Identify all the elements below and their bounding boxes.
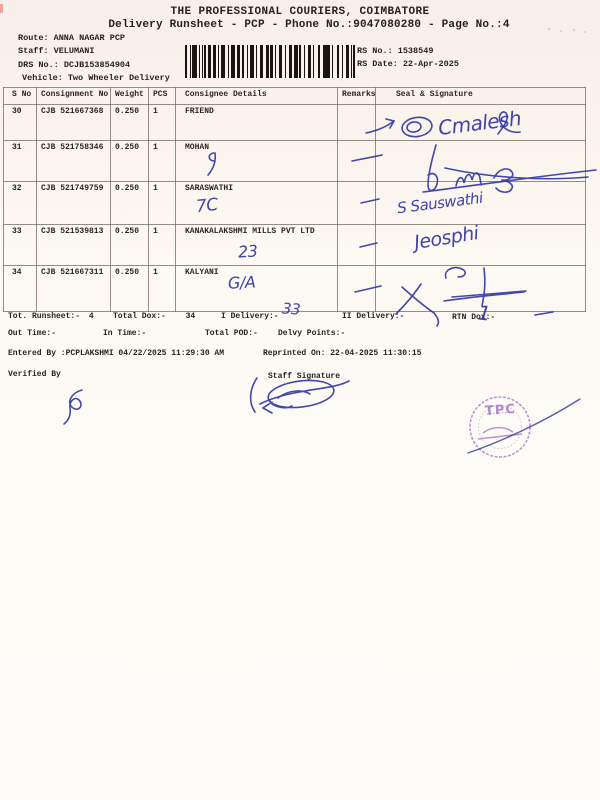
cell-consignment: CJB 521749759 [36, 181, 111, 225]
staff-signature-stroke [249, 377, 258, 413]
cell-consignee: SARASWATHI [175, 181, 338, 225]
scan-edge-artifact [0, 4, 3, 13]
handwritten-i-delivery-value: 33 [281, 299, 301, 319]
barcode-icon [185, 45, 355, 78]
handwritten-note-row34: G/A [227, 272, 256, 293]
total-runsheet-label: Tot. Runsheet:- [8, 312, 81, 321]
handwritten-note-row32: 7C [195, 194, 219, 218]
entered-by-line: Entered By :PCPLAKSHMI 04/22/2025 11:29:… [8, 349, 225, 358]
staff-signature-stroke [259, 380, 350, 405]
in-time-label: In Time:- [103, 329, 147, 338]
table-row: 33 CJB 521539813 0.250 1 KANAKALAKSHMI M… [3, 224, 586, 266]
cell-remarks [337, 224, 376, 266]
cell-pcs: 1 [148, 224, 176, 266]
route-line: Route: ANNA NAGAR PCP [18, 32, 125, 44]
cell-remarks [337, 265, 376, 312]
out-time-label: Out Time:- [8, 329, 57, 338]
cell-remarks [337, 181, 376, 225]
company-name: THE PROFESSIONAL COURIERS, COIMBATORE [170, 6, 430, 18]
stamp-text: TPC [484, 401, 517, 420]
col-header-pcs: PCS [148, 87, 176, 105]
cell-pcs: 1 [148, 181, 176, 225]
col-header-seal: Seal & Signature [375, 87, 586, 105]
table-header-row: S No Consignment No Weight PCS Consignee… [3, 87, 586, 105]
col-header-consignee: Consignee Details [175, 87, 338, 105]
cell-consignment: CJB 521539813 [36, 224, 111, 266]
cell-sno: 32 [3, 181, 37, 225]
total-dox-value: 34 [185, 312, 196, 321]
col-header-sno: S No [3, 87, 37, 105]
route-value: ANNA NAGAR PCP [53, 33, 126, 43]
signature-stroke [534, 311, 554, 316]
cell-pcs: 1 [148, 104, 176, 141]
cell-consignee: FRIEND [175, 104, 338, 141]
vehicle-line: Vehicle: Two Wheeler Delivery [22, 72, 170, 84]
cell-weight: 0.250 [110, 181, 149, 225]
cell-pcs: 1 [148, 140, 176, 182]
staff-signature-stroke [267, 379, 335, 409]
staff-label: Staff: [18, 46, 49, 56]
staff-signature-stroke [261, 401, 273, 414]
signature-stroke [433, 312, 440, 327]
staff-line: Staff: VELUMANI [18, 45, 94, 57]
cell-seal [375, 224, 586, 266]
col-header-consignment: Consignment No [36, 87, 111, 105]
col-header-remarks: Remarks [337, 87, 376, 105]
vehicle-value: Two Wheeler Delivery [67, 73, 170, 83]
cell-pcs: 1 [148, 265, 176, 312]
cell-consignee: KANAKALAKSHMI MILLS PVT LTD [175, 224, 338, 266]
drs-label: DRS No.: [18, 60, 59, 70]
cell-seal [375, 140, 586, 182]
cell-remarks [337, 140, 376, 182]
cell-consignment: CJB 521758346 [36, 140, 111, 182]
verified-by-signature [63, 389, 83, 425]
cell-sno: 31 [3, 140, 37, 182]
handwritten-note-row33: 23 [237, 241, 258, 262]
cell-weight: 0.250 [110, 140, 149, 182]
verified-by-label: Verified By [8, 370, 61, 379]
cell-weight: 0.250 [110, 104, 149, 141]
delvy-points-label: Delvy Points:- [278, 329, 346, 338]
i-delivery-label: I Delivery:- [221, 312, 279, 321]
cell-sno: 33 [3, 224, 37, 266]
col-header-weight: Weight [110, 87, 149, 105]
table-row: 32 CJB 521749759 0.250 1 SARASWATHI [3, 181, 586, 225]
total-dox: Total Dox:- 34 [113, 311, 195, 322]
staff-value: VELUMANI [53, 46, 95, 56]
stamp-scribble [482, 426, 514, 434]
ii-delivery-label: II Delivery:- [342, 312, 405, 321]
stamp-scribble [477, 433, 523, 440]
rs-no-label: RS No.: [357, 46, 393, 56]
cell-consignee: KALYANI [175, 265, 338, 312]
cell-consignment: CJB 521667311 [36, 265, 111, 312]
cell-sno: 30 [3, 104, 37, 141]
rs-date-label: RS Date: [357, 59, 398, 69]
vehicle-label: Vehicle: [22, 73, 63, 83]
drs-value: DCJB153854904 [63, 60, 131, 70]
route-label: Route: [18, 33, 49, 43]
cell-consignment: CJB 521667368 [36, 104, 111, 141]
cell-weight: 0.250 [110, 265, 149, 312]
total-runsheet-value: 4 [88, 312, 94, 321]
rs-no-value: 1538549 [397, 46, 434, 56]
rs-date-value: 22-Apr-2025 [402, 59, 459, 69]
cell-consignee: MOHAN [175, 140, 338, 182]
cell-weight: 0.250 [110, 224, 149, 266]
total-dox-label: Total Dox:- [113, 312, 166, 321]
staff-signature-stroke [271, 390, 311, 409]
table-row: 31 CJB 521758346 0.250 1 MOHAN [3, 140, 586, 182]
rs-date-line: RS Date: 22-Apr-2025 [357, 58, 459, 70]
runsheet-title: Delivery Runsheet - PCP - Phone No.:9047… [108, 19, 510, 31]
drs-line: DRS No.: DCJB153854904 [18, 59, 130, 71]
total-pod-label: Total POD:- [205, 329, 258, 338]
handwritten-rtn-dox-value: 1 [476, 300, 492, 326]
staff-signature-label: Staff Signature [268, 372, 341, 381]
total-runsheet: Tot. Runsheet:- 4 [8, 311, 94, 322]
cell-remarks [337, 104, 376, 141]
cell-sno: 34 [3, 265, 37, 312]
rtn-dox-label: RTN Dox:- [452, 313, 496, 322]
rs-no-line: RS No.: 1538549 [357, 45, 433, 57]
reprinted-on-line: Reprinted On: 22-04-2025 11:30:15 [263, 349, 422, 358]
